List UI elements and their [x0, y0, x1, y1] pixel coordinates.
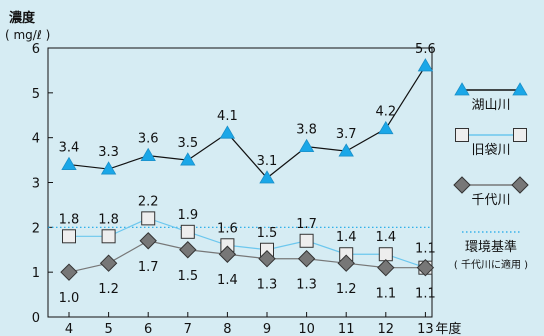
data-point-lake: [61, 156, 77, 170]
data-label-kyu: 1.8: [59, 212, 80, 227]
y-tick-label: 6: [32, 42, 40, 57]
legend-label-lake: 湖山川: [471, 98, 510, 113]
data-point-lake: [298, 138, 315, 153]
x-tick-label: 6: [144, 322, 152, 336]
data-point-lake: [338, 143, 354, 157]
data-label-kyu: 1.9: [177, 208, 198, 223]
data-label-kyu: 2.2: [138, 194, 159, 209]
data-label-lake: 3.4: [59, 141, 80, 156]
data-point-kyu: [299, 233, 314, 248]
data-label-lake: 5.6: [415, 42, 436, 57]
data-point-kyu: [180, 224, 195, 239]
legend-label-senda: 千代川: [471, 193, 510, 208]
data-point-senda: [99, 254, 118, 272]
y-tick-label: 4: [32, 132, 40, 147]
data-point-senda: [179, 241, 197, 259]
data-point-senda: [416, 258, 435, 277]
data-label-kyu: 1.1: [415, 242, 436, 257]
data-label-lake: 3.8: [296, 123, 317, 138]
x-tick-label: 12: [378, 322, 395, 336]
data-point-lake: [180, 152, 196, 166]
legend-marker-senda: [453, 176, 471, 194]
data-point-kyu: [141, 211, 156, 226]
data-label-kyu: 1.4: [375, 230, 396, 245]
data-label-senda: 1.2: [336, 282, 357, 297]
y-axis-title: 濃度: [9, 10, 36, 26]
x-tick-label: 7: [184, 322, 192, 336]
data-point-senda: [377, 258, 395, 277]
data-point-lake: [140, 147, 156, 162]
legend-marker-lake: [512, 82, 528, 96]
data-label-senda: 1.5: [177, 269, 198, 284]
x-tick-label: 13: [417, 322, 434, 336]
data-label-lake: 4.2: [375, 105, 396, 120]
legend-marker-kyu: [455, 128, 469, 142]
data-label-kyu: 1.5: [257, 226, 278, 241]
y-tick-label: 2: [32, 221, 40, 236]
legend-marker-senda: [511, 176, 529, 194]
data-label-senda: 1.3: [257, 278, 278, 293]
data-label-senda: 1.1: [375, 287, 396, 302]
data-label-lake: 3.7: [336, 127, 357, 142]
data-label-lake: 4.1: [217, 109, 238, 124]
x-unit-label: 年度: [435, 321, 461, 336]
data-point-senda: [258, 250, 276, 268]
legend-marker-lake: [454, 82, 470, 96]
data-point-kyu: [101, 229, 116, 244]
data-label-senda: 1.1: [415, 287, 436, 302]
data-point-senda: [297, 250, 316, 268]
data-label-kyu: 1.8: [98, 212, 119, 227]
y-tick-label: 3: [32, 177, 40, 192]
data-point-lake: [100, 161, 117, 175]
data-point-senda: [218, 245, 237, 263]
data-label-kyu: 1.4: [336, 230, 357, 245]
data-label-senda: 1.2: [98, 282, 119, 297]
x-tick-label: 11: [338, 322, 355, 336]
y-tick-label: 1: [32, 266, 40, 281]
data-label-senda: 1.4: [217, 273, 238, 288]
data-label-lake: 3.6: [138, 132, 159, 147]
data-label-senda: 1.7: [138, 260, 159, 275]
data-point-senda: [139, 232, 157, 250]
data-label-lake: 3.3: [98, 145, 119, 160]
data-point-lake: [219, 125, 236, 139]
legend-label-standard: 環境基準: [465, 239, 517, 255]
x-tick-label: 9: [263, 322, 271, 336]
y-tick-label: 0: [32, 311, 40, 326]
y-tick-label: 5: [32, 87, 40, 102]
data-label-senda: 1.3: [296, 278, 317, 293]
legend-note-standard: ( 千代川に適用 ): [454, 258, 528, 271]
plot-frame: [47, 47, 433, 318]
data-label-kyu: 1.6: [217, 221, 238, 236]
data-label-lake: 3.1: [257, 154, 278, 169]
x-tick-label: 5: [104, 322, 112, 336]
data-label-kyu: 1.7: [296, 217, 317, 232]
data-point-lake: [417, 58, 434, 72]
data-label-lake: 3.5: [177, 136, 198, 151]
legend-marker-kyu: [513, 128, 527, 142]
series-line-lake: [68, 65, 426, 179]
data-point-senda: [60, 263, 78, 281]
x-tick-label: 4: [65, 322, 73, 336]
data-label-senda: 1.0: [59, 291, 80, 306]
x-tick-label: 8: [223, 322, 231, 336]
data-point-kyu: [378, 247, 393, 262]
legend-label-kyu: 旧袋川: [471, 143, 510, 158]
series-line-senda: [68, 240, 426, 273]
data-point-lake: [378, 120, 394, 135]
series-line-kyu: [69, 217, 426, 269]
x-tick-label: 10: [298, 322, 315, 336]
data-point-kyu: [62, 229, 76, 244]
y-axis-unit: ( mg/ℓ ): [5, 28, 50, 42]
data-point-lake: [259, 170, 275, 184]
data-point-senda: [337, 254, 355, 272]
